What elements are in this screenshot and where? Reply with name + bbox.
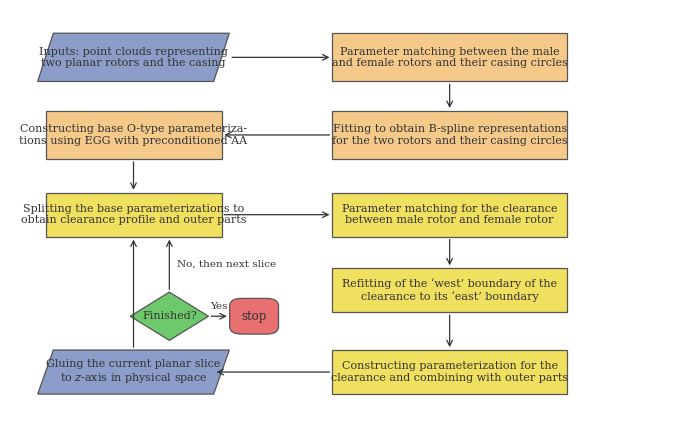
Text: Finished?: Finished? — [142, 311, 197, 321]
Polygon shape — [38, 350, 229, 394]
Polygon shape — [38, 33, 229, 82]
Text: Constructing parameterization for the
clearance and combining with outer parts: Constructing parameterization for the cl… — [331, 361, 569, 383]
Bar — [45, 111, 221, 159]
Bar — [332, 111, 567, 159]
Text: Refitting of the ‘west’ boundary of the
clearance to its ‘east’ boundary: Refitting of the ‘west’ boundary of the … — [342, 279, 557, 302]
Bar — [332, 33, 567, 82]
Polygon shape — [130, 292, 208, 340]
Text: Fitting to obtain B-spline representations
for the two rotors and their casing c: Fitting to obtain B-spline representatio… — [332, 124, 567, 146]
Text: Splitting the base parameterizations to
obtain clearance profile and outer parts: Splitting the base parameterizations to … — [21, 204, 246, 226]
Bar — [332, 268, 567, 312]
FancyBboxPatch shape — [229, 298, 279, 334]
Text: Parameter matching for the clearance
between male rotor and female rotor: Parameter matching for the clearance bet… — [342, 204, 558, 226]
Text: Gluing the current planar slice
to $z$-axis in physical space: Gluing the current planar slice to $z$-a… — [47, 359, 221, 385]
Text: Inputs: point clouds representing
two planar rotors and the casing: Inputs: point clouds representing two pl… — [39, 47, 228, 68]
Bar — [332, 193, 567, 237]
Bar — [45, 193, 221, 237]
Text: Yes: Yes — [210, 302, 228, 311]
Text: Constructing base O-type parameteriza-
tions using EGG with preconditioned AA: Constructing base O-type parameteriza- t… — [19, 124, 247, 146]
Text: No, then next slice: No, then next slice — [177, 260, 276, 269]
Text: stop: stop — [241, 310, 266, 323]
Bar — [332, 350, 567, 394]
Text: Parameter matching between the male
and female rotors and their casing circles: Parameter matching between the male and … — [332, 47, 568, 68]
